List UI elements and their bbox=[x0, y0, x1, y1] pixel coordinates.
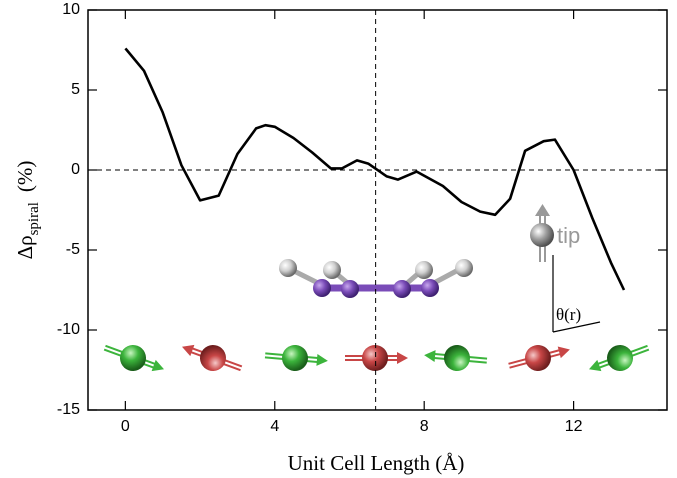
tip-icon bbox=[530, 204, 601, 333]
spin-arrowhead bbox=[316, 353, 328, 366]
spin bbox=[345, 345, 408, 371]
y-tick-label: 10 bbox=[62, 1, 80, 18]
spin-atom bbox=[282, 345, 308, 371]
y-label-unit: (%) bbox=[13, 161, 37, 192]
spin-arrowhead bbox=[424, 350, 436, 363]
plot-frame bbox=[87, 9, 668, 411]
spin-arrowhead bbox=[151, 359, 165, 372]
spin bbox=[588, 344, 650, 372]
y-tick-label: -15 bbox=[57, 401, 80, 418]
spin-chain bbox=[103, 344, 650, 372]
spin bbox=[181, 344, 243, 372]
x-axis-label: Unit Cell Length (Å) bbox=[288, 451, 465, 475]
y-label-symbol: Δρ bbox=[13, 235, 37, 259]
data-line bbox=[124, 47, 626, 291]
spin-arrowhead bbox=[181, 344, 195, 357]
spin bbox=[508, 345, 570, 371]
y-tick-label: -10 bbox=[57, 321, 80, 338]
x-tick-label: 4 bbox=[270, 418, 279, 435]
y-tick-label: 5 bbox=[71, 81, 80, 98]
y-label-subscript: spiral bbox=[26, 202, 42, 235]
spin-arrowhead bbox=[397, 352, 408, 364]
spin-arrowhead bbox=[588, 359, 602, 372]
angle-label: θ(r) bbox=[556, 305, 581, 324]
spin-atom bbox=[607, 345, 633, 371]
spin-atom bbox=[200, 345, 226, 371]
x-tick-label: 0 bbox=[121, 418, 130, 435]
spin bbox=[103, 344, 165, 372]
tip-label: tip bbox=[557, 223, 580, 248]
spin-arrowhead bbox=[557, 346, 570, 359]
spin-atom bbox=[444, 345, 470, 371]
spin-atom bbox=[362, 345, 388, 371]
molecule bbox=[279, 259, 473, 298]
spin bbox=[424, 345, 488, 371]
y-axis-label: Δρspiral (%) bbox=[13, 161, 42, 260]
x-tick-label: 8 bbox=[420, 418, 429, 435]
y-tick-label: 0 bbox=[71, 161, 80, 178]
spin-atom bbox=[525, 345, 551, 371]
y-tick-label: -5 bbox=[66, 241, 80, 258]
spin bbox=[264, 345, 328, 371]
spin-atom bbox=[120, 345, 146, 371]
x-tick-label: 12 bbox=[565, 418, 583, 435]
